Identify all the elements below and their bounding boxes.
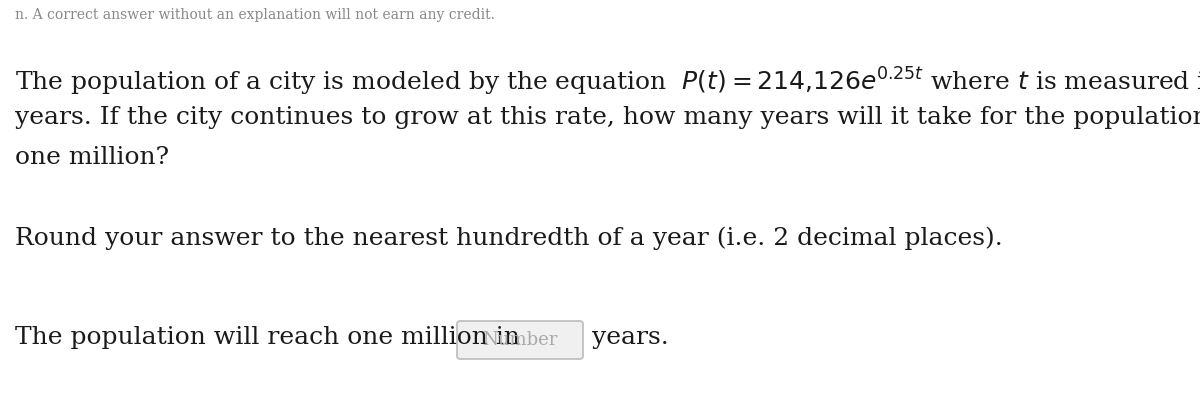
FancyBboxPatch shape [457, 321, 583, 359]
Text: Number: Number [482, 331, 558, 349]
Text: The population of a city is modeled by the equation  $P(t) = 214{,}126e^{0.25t}$: The population of a city is modeled by t… [14, 66, 1200, 98]
Text: Round your answer to the nearest hundredth of a year (i.e. 2 decimal places).: Round your answer to the nearest hundred… [14, 226, 1003, 249]
Text: The population will reach one million in: The population will reach one million in [14, 326, 528, 349]
Text: years.: years. [592, 326, 668, 349]
Text: n. A correct answer without an explanation will not earn any credit.: n. A correct answer without an explanati… [14, 8, 494, 22]
Text: years. If the city continues to grow at this rate, how many years will it take f: years. If the city continues to grow at … [14, 106, 1200, 129]
Text: one million?: one million? [14, 146, 169, 169]
